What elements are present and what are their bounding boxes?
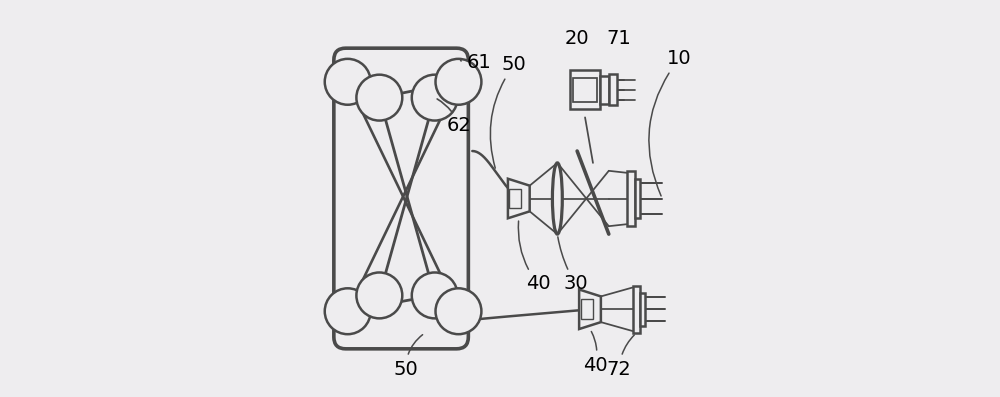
Bar: [635, 179, 640, 218]
Text: 61: 61: [461, 53, 491, 72]
Text: 20: 20: [564, 29, 589, 48]
Bar: [600, 76, 609, 104]
Bar: [509, 189, 521, 208]
Bar: [640, 293, 645, 326]
Bar: [609, 75, 617, 105]
Bar: [573, 78, 597, 102]
Bar: [627, 171, 635, 226]
Circle shape: [356, 272, 402, 318]
Bar: [581, 299, 593, 319]
Circle shape: [325, 59, 371, 105]
Text: 50: 50: [393, 335, 423, 379]
Polygon shape: [579, 289, 601, 329]
Circle shape: [436, 59, 481, 105]
Bar: [633, 285, 640, 333]
Text: 10: 10: [649, 49, 692, 196]
Ellipse shape: [552, 163, 562, 234]
Bar: [570, 70, 600, 110]
Text: 40: 40: [583, 331, 608, 375]
Text: 40: 40: [518, 221, 550, 293]
Text: 50: 50: [490, 55, 527, 168]
Circle shape: [356, 75, 402, 121]
Text: 72: 72: [607, 335, 634, 379]
Circle shape: [412, 75, 458, 121]
Text: 71: 71: [607, 29, 632, 48]
Polygon shape: [508, 179, 530, 218]
Circle shape: [436, 288, 481, 334]
Circle shape: [412, 272, 458, 318]
FancyBboxPatch shape: [334, 48, 468, 349]
Circle shape: [325, 288, 371, 334]
Text: 62: 62: [437, 99, 471, 135]
Text: 30: 30: [558, 237, 588, 293]
